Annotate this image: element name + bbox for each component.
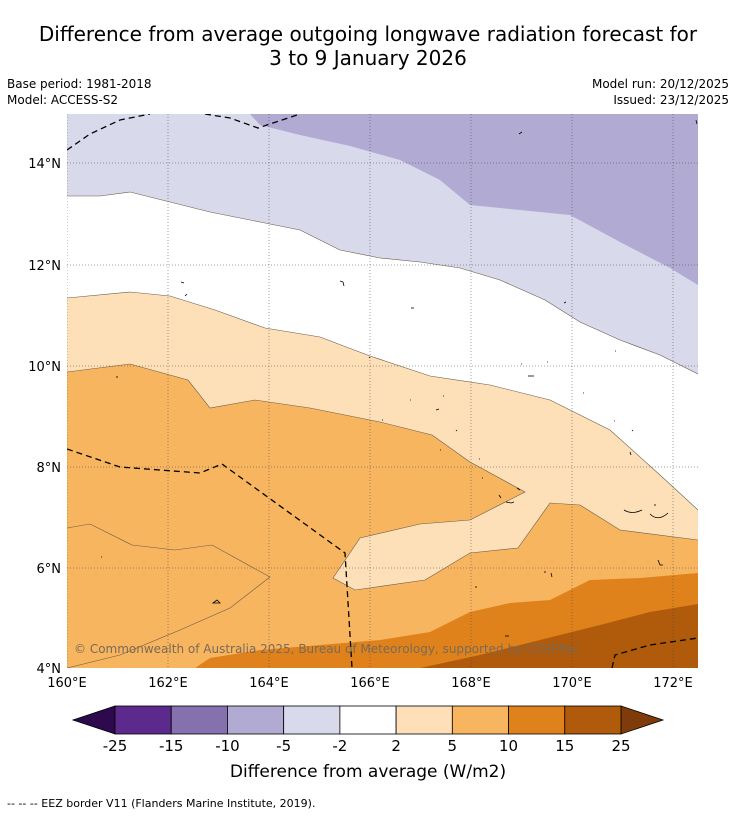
x-tick-162: 162°E — [148, 676, 188, 691]
eez-footnote: -- -- -- EEZ border V11 (Flanders Marine… — [7, 797, 316, 810]
colorbar-label: Difference from average (W/m2) — [229, 762, 507, 782]
colorbar-tick-label: 5 — [448, 737, 458, 755]
colorbar-box — [508, 705, 566, 735]
y-tick-12n: 12°N — [28, 259, 61, 274]
title-line-1: Difference from average outgoing longwav… — [38, 22, 698, 46]
colorbar-box — [170, 705, 228, 735]
y-tick-14n: 14°N — [28, 157, 61, 172]
colorbar-box — [227, 705, 285, 735]
x-tick-166: 166°E — [350, 676, 390, 691]
y-tick-6n: 6°N — [37, 562, 62, 577]
colorbar-box — [283, 705, 341, 735]
colorbar-boxes — [114, 705, 622, 735]
colorbar-tick-label: -10 — [215, 737, 240, 755]
copyright-text: © Commonwealth of Australia 2025, Bureau… — [74, 642, 579, 656]
map-svg: © Commonwealth of Australia 2025, Bureau… — [28, 114, 698, 755]
colorbar-box — [395, 705, 453, 735]
colorbar-tick-label: 25 — [611, 737, 630, 755]
map-title: Difference from average outgoing longwav… — [0, 22, 736, 70]
eez-borders — [67, 114, 698, 668]
colorbar-tick-label: -2 — [332, 737, 347, 755]
colorbar-tick-labels: -25 -15 -10 -5 -2 2 5 10 15 25 — [103, 737, 631, 755]
colorbar-box — [114, 705, 172, 735]
contour-p5-p10 — [67, 364, 698, 668]
meta-right: Model run: 20/12/2025 Issued: 23/12/2025 — [592, 76, 729, 108]
colorbar-tick-label: -15 — [159, 737, 184, 755]
colorbar: -25 -15 -10 -5 -2 2 5 10 15 25 — [71, 705, 665, 755]
x-tick-170: 170°E — [552, 676, 592, 691]
base-period: Base period: 1981-2018 — [7, 77, 152, 91]
meta-left: Base period: 1981-2018 Model: ACCESS-S2 — [7, 76, 152, 108]
colorbar-tick-label: 2 — [391, 737, 401, 755]
colorbar-box — [451, 705, 509, 735]
contour-layers: © Commonwealth of Australia 2025, Bureau… — [67, 114, 698, 668]
colorbar-tick-label: 10 — [499, 737, 518, 755]
gridlines — [67, 114, 698, 668]
colorbar-tick-label: -25 — [103, 737, 128, 755]
issued-date: Issued: 23/12/2025 — [613, 93, 729, 107]
x-axis-labels: 160°E 162°E 164°E 166°E 168°E 170°E 172°… — [47, 676, 693, 691]
island-outlines — [101, 119, 698, 637]
contour-m10-m5 — [250, 114, 698, 285]
y-tick-8n: 8°N — [37, 461, 62, 476]
y-axis-labels: 14°N 12°N 10°N 8°N 6°N 4°N — [28, 157, 61, 677]
title-line-2: 3 to 9 January 2026 — [269, 46, 467, 70]
colorbar-under-arrow — [71, 705, 116, 735]
contour-lines — [67, 191, 698, 668]
x-tick-172: 172°E — [653, 676, 693, 691]
colorbar-over-arrow — [620, 705, 665, 735]
model-run: Model run: 20/12/2025 — [591, 77, 729, 91]
contour-p15-p25 — [420, 604, 698, 668]
colorbar-box — [339, 705, 397, 735]
x-tick-160: 160°E — [47, 676, 87, 691]
y-tick-4n: 4°N — [37, 662, 62, 677]
colorbar-tick-label: 15 — [555, 737, 574, 755]
model-name: Model: ACCESS-S2 — [7, 93, 119, 107]
y-tick-10n: 10°N — [28, 360, 61, 375]
colorbar-box — [564, 705, 622, 735]
colorbar-tick-label: -5 — [276, 737, 291, 755]
x-tick-168: 168°E — [451, 676, 491, 691]
x-tick-164: 164°E — [249, 676, 289, 691]
